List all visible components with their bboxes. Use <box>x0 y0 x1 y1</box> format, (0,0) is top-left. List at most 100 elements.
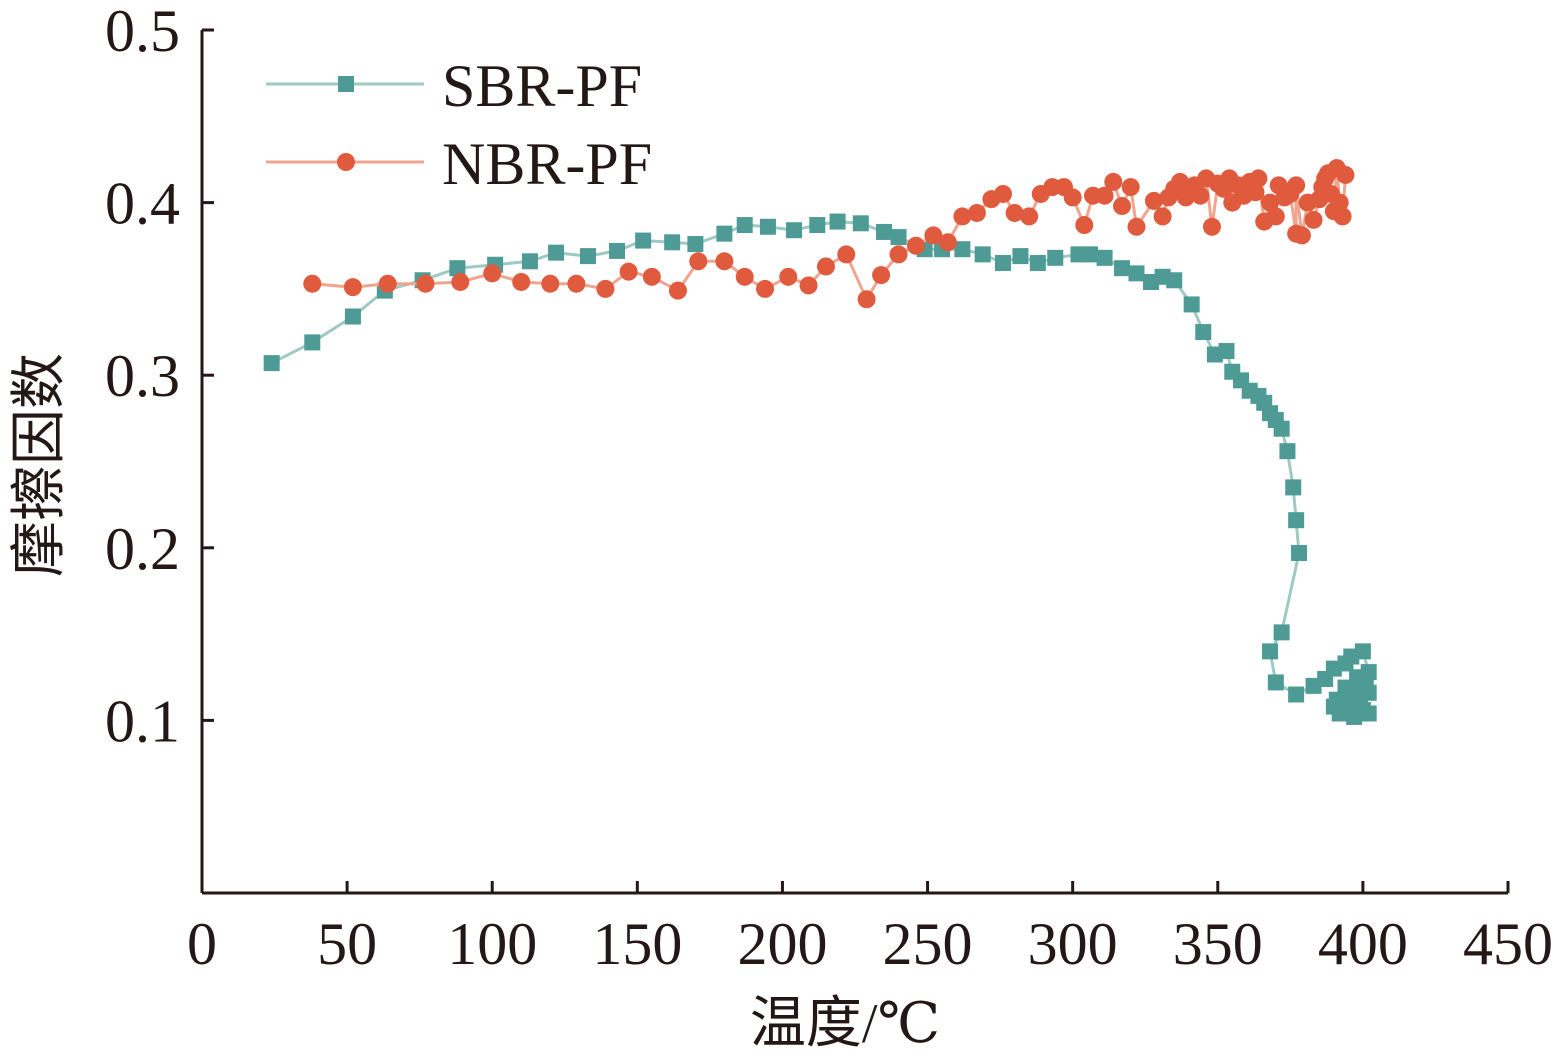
y-tick-label: 0.4 <box>105 171 180 237</box>
data-point-nbr-pf <box>1153 207 1172 226</box>
x-tick-label: 300 <box>1028 911 1118 977</box>
y-axis-title: 摩擦因数 <box>9 353 71 577</box>
data-point-sbr-pf <box>1291 544 1308 561</box>
data-point-nbr-pf <box>924 226 943 245</box>
data-point-nbr-pf <box>1336 165 1355 184</box>
data-point-nbr-pf <box>1075 216 1094 235</box>
data-point-sbr-pf <box>1360 705 1377 722</box>
data-point-nbr-pf <box>1121 178 1140 197</box>
data-point-sbr-pf <box>1273 420 1290 437</box>
legend: SBR-PF NBR-PF <box>266 53 652 197</box>
data-point-nbr-pf <box>1095 186 1114 205</box>
x-tick-label: 150 <box>592 911 682 977</box>
data-point-sbr-pf <box>664 234 681 251</box>
data-point-nbr-pf <box>735 267 754 286</box>
data-point-nbr-pf <box>1104 172 1123 191</box>
x-tick-label: 350 <box>1173 911 1263 977</box>
data-point-nbr-pf <box>642 267 661 286</box>
data-point-sbr-pf <box>1340 693 1357 710</box>
data-point-sbr-pf <box>1325 698 1342 715</box>
data-point-nbr-pf <box>1292 226 1311 245</box>
data-point-nbr-pf <box>451 272 470 291</box>
data-point-sbr-pf <box>890 229 907 246</box>
data-point-nbr-pf <box>1333 207 1352 226</box>
data-point-nbr-pf <box>668 281 687 300</box>
y-tick-label: 0.5 <box>105 0 180 64</box>
data-point-sbr-pf <box>1082 246 1099 263</box>
data-point-nbr-pf <box>1202 217 1221 236</box>
data-point-nbr-pf <box>889 245 908 264</box>
data-point-nbr-pf <box>567 274 586 293</box>
x-tick-label: 50 <box>317 911 377 977</box>
legend-marker-sbr-pf <box>338 76 354 92</box>
data-point-sbr-pf <box>579 248 596 265</box>
data-point-sbr-pf <box>1195 324 1212 341</box>
data-point-sbr-pf <box>1012 248 1029 265</box>
data-point-sbr-pf <box>995 255 1012 272</box>
data-point-nbr-pf <box>416 274 435 293</box>
data-point-sbr-pf <box>716 225 733 242</box>
series-line-sbr-pf <box>271 220 1371 719</box>
data-point-nbr-pf <box>596 279 615 298</box>
data-point-nbr-pf <box>689 252 708 271</box>
y-tick-label: 0.3 <box>105 343 180 409</box>
data-point-nbr-pf <box>799 276 818 295</box>
data-point-sbr-pf <box>635 232 652 249</box>
data-point-nbr-pf <box>994 184 1013 203</box>
data-point-nbr-pf <box>378 274 397 293</box>
series-nbr-pf <box>303 159 1355 309</box>
data-point-sbr-pf <box>1288 686 1305 703</box>
data-point-nbr-pf <box>1171 172 1190 191</box>
data-point-sbr-pf <box>609 242 626 259</box>
data-point-sbr-pf <box>1218 343 1235 360</box>
legend-marker-nbr-pf <box>337 153 355 171</box>
data-point-nbr-pf <box>1005 203 1024 222</box>
data-point-nbr-pf <box>1266 207 1285 226</box>
axes <box>200 30 1508 895</box>
data-point-nbr-pf <box>1304 210 1323 229</box>
data-point-sbr-pf <box>809 217 826 234</box>
data-point-sbr-pf <box>736 217 753 234</box>
data-point-nbr-pf <box>1063 188 1082 207</box>
data-point-sbr-pf <box>263 355 280 372</box>
y-ticks: 0.1 0.2 0.3 0.4 0.5 <box>105 0 214 754</box>
data-point-nbr-pf <box>1249 169 1268 188</box>
data-point-sbr-pf <box>1354 643 1371 660</box>
x-tick-label: 200 <box>737 911 827 977</box>
data-point-sbr-pf <box>1267 674 1284 691</box>
x-tick-label: 250 <box>883 911 973 977</box>
data-point-nbr-pf <box>906 236 925 255</box>
x-tick-label: 450 <box>1463 911 1553 977</box>
data-point-nbr-pf <box>1020 207 1039 226</box>
legend-label-sbr-pf: SBR-PF <box>442 53 642 119</box>
data-point-sbr-pf <box>1262 643 1279 660</box>
data-point-sbr-pf <box>1273 624 1290 641</box>
data-point-nbr-pf <box>483 264 502 283</box>
data-point-sbr-pf <box>1279 443 1296 460</box>
data-point-sbr-pf <box>548 244 565 261</box>
data-point-nbr-pf <box>619 262 638 281</box>
data-point-sbr-pf <box>344 308 361 325</box>
data-point-nbr-pf <box>1113 197 1132 216</box>
x-tick-label: 400 <box>1318 911 1408 977</box>
data-point-nbr-pf <box>857 290 876 309</box>
data-point-nbr-pf <box>541 274 560 293</box>
data-point-nbr-pf <box>837 245 856 264</box>
data-point-sbr-pf <box>1357 676 1374 693</box>
data-point-sbr-pf <box>1166 272 1183 289</box>
data-point-nbr-pf <box>303 274 322 293</box>
data-point-nbr-pf <box>512 272 531 291</box>
x-ticks: 0 50 100 150 200 250 300 350 400 450 <box>187 881 1553 977</box>
data-point-sbr-pf <box>521 253 538 270</box>
data-point-sbr-pf <box>1285 479 1302 496</box>
data-point-sbr-pf <box>1114 260 1131 277</box>
data-point-nbr-pf <box>1330 193 1349 212</box>
data-point-sbr-pf <box>1183 296 1200 313</box>
legend-label-nbr-pf: NBR-PF <box>442 131 652 197</box>
data-point-sbr-pf <box>1288 512 1305 529</box>
data-point-sbr-pf <box>1029 255 1046 272</box>
data-point-nbr-pf <box>938 233 957 252</box>
data-point-sbr-pf <box>687 236 704 253</box>
series-layer <box>263 159 1377 725</box>
